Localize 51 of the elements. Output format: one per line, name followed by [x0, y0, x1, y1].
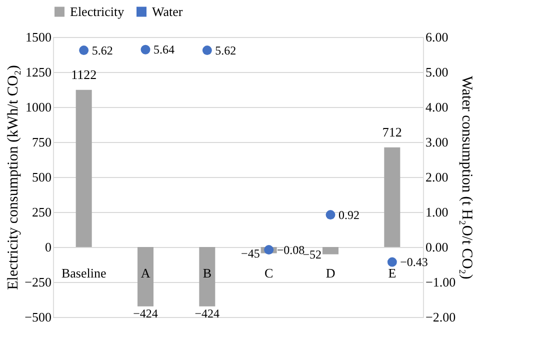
y2-tick-label: 2.00: [426, 170, 448, 184]
y2-tick-label: −1.00: [426, 274, 456, 290]
data-label: −0.08: [276, 242, 305, 257]
y-tick-label: 750: [32, 134, 52, 150]
data-label: −45: [241, 246, 260, 260]
y-tick-label: 250: [32, 204, 52, 220]
data-label: −52: [302, 247, 322, 262]
data-label: −424: [194, 306, 220, 320]
point: [140, 44, 150, 54]
bar: [76, 90, 92, 247]
legend-label: Water: [152, 4, 184, 19]
data-label: −0.43: [400, 255, 428, 270]
y2-axis-title: Water consumption (t H₂O/t CO₂): [458, 76, 475, 280]
y-tick-label: 1250: [26, 64, 52, 80]
y2-tick-label: 5.00: [426, 64, 448, 80]
y-tick-label: 0: [45, 240, 52, 254]
bar: [199, 247, 216, 306]
data-label: 712: [382, 124, 402, 140]
x-tick-label: D: [326, 266, 336, 280]
y-tick-label: 1000: [26, 100, 52, 114]
y2-tick-label: 1.00: [426, 204, 448, 220]
bar: [384, 147, 400, 247]
y2-tick-label: 0.00: [426, 240, 448, 254]
data-label: 5.62: [92, 43, 113, 58]
data-label: 5.64: [154, 42, 174, 57]
data-label: 5.62: [215, 43, 236, 58]
y-axis-title: Electricity consumption (kWh/t CO₂): [6, 65, 22, 290]
y2-tick-label: 3.00: [426, 134, 448, 150]
x-tick-label: C: [264, 266, 274, 280]
x-tick-label: Baseline: [61, 266, 106, 280]
y2-tick-label: −2.00: [426, 310, 456, 324]
bar: [322, 247, 338, 254]
y-tick-label: 500: [32, 170, 52, 184]
y2-tick-label: 4.00: [426, 100, 448, 114]
point: [79, 46, 89, 56]
data-label: −424: [133, 306, 158, 320]
y-tick-label: −250: [24, 274, 52, 290]
x-tick-label: A: [140, 266, 151, 280]
x-tick-label: E: [388, 266, 396, 280]
y-tick-label: −500: [24, 310, 52, 324]
x-tick-label: B: [202, 266, 212, 280]
point: [326, 210, 336, 220]
legend-label: Electricity: [70, 4, 125, 19]
point: [264, 245, 274, 255]
y-tick-label: 1500: [26, 30, 52, 44]
y2-tick-label: 6.00: [426, 30, 448, 44]
data-label: 1122: [71, 66, 97, 82]
point: [202, 46, 212, 56]
data-label: 0.92: [338, 208, 360, 222]
bar: [138, 247, 154, 306]
point: [387, 257, 397, 267]
